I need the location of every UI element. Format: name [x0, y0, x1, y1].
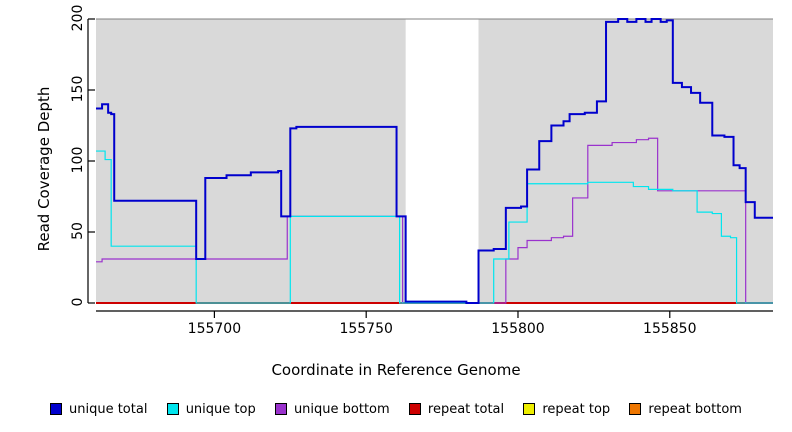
- legend-swatch-icon: [166, 403, 179, 415]
- y-tick-label: 50: [70, 222, 86, 240]
- series-line-unique-top: [96, 150, 773, 304]
- legend-item[interactable]: repeat bottom: [629, 402, 742, 417]
- legend-item[interactable]: unique top: [166, 401, 256, 417]
- legend-swatch-icon: [50, 403, 62, 415]
- series-line-unique-total: [96, 18, 773, 304]
- legend-label: unique top: [185, 401, 256, 417]
- legend-swatch-icon: [629, 403, 642, 415]
- y-tick-label: 200: [70, 4, 86, 32]
- legend-label: repeat total: [427, 401, 505, 417]
- legend-swatch-icon: [523, 403, 536, 415]
- x-tick-label: 155800: [491, 321, 545, 337]
- x-tick-label: 155850: [643, 321, 697, 337]
- chart-legend: unique total unique top unique bottom repea…: [0, 398, 792, 420]
- y-tick-label: 0: [70, 297, 86, 307]
- y-axis-title: Read Coverage Depth: [35, 86, 53, 252]
- legend-item[interactable]: repeat total: [408, 401, 505, 417]
- legend-swatch-icon: [408, 403, 421, 415]
- legend-label: unique bottom: [293, 401, 390, 417]
- x-axis-title: Coordinate in Reference Genome: [271, 361, 521, 379]
- legend-swatch-icon: [274, 403, 287, 415]
- y-tick-label: 100: [70, 146, 86, 174]
- legend-item[interactable]: repeat top: [523, 402, 610, 417]
- y-tick-label: 150: [70, 75, 86, 103]
- legend-label: repeat top: [542, 401, 611, 417]
- legend-item[interactable]: unique total: [50, 402, 147, 417]
- plot-background-right: [478, 19, 773, 303]
- x-tick-label: 155750: [339, 321, 393, 337]
- legend-label: repeat bottom: [648, 401, 742, 417]
- plot-background-left: [96, 19, 406, 303]
- x-tick-label: 155700: [187, 321, 242, 337]
- legend-item[interactable]: unique bottom: [274, 401, 390, 417]
- legend-label: unique total: [69, 401, 148, 417]
